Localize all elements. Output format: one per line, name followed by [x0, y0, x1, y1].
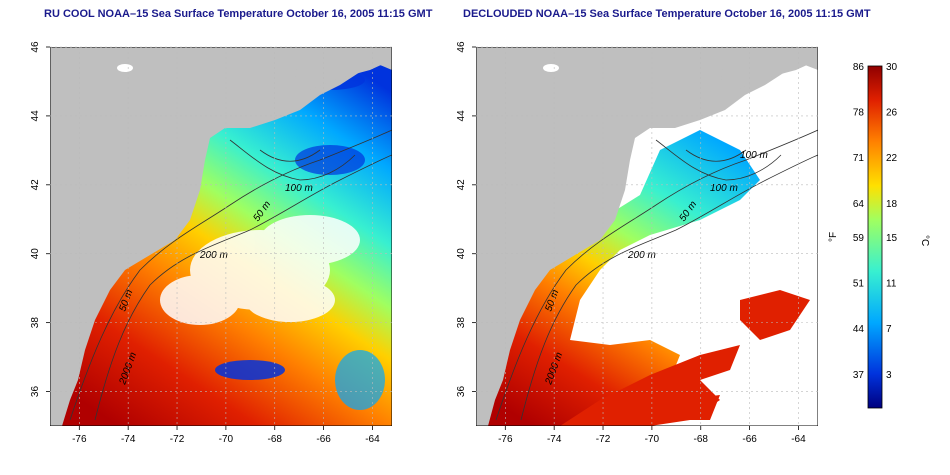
right-y-tick-label: 36 [456, 386, 467, 398]
right-y-tick-label: 38 [456, 317, 467, 329]
left-contour-label-200m: 200 m [199, 250, 228, 261]
left-lat-lon-grid [50, 46, 392, 426]
left-x-tick-label: -66 [316, 434, 331, 445]
right-y-tick-label: 44 [456, 110, 467, 122]
colorbar-celsius-tick-label: 7 [886, 324, 892, 335]
colorbar-celsius-tick-label: 11 [886, 279, 897, 290]
left-y-tick-label: 38 [30, 317, 41, 329]
left-x-tick-label: -70 [219, 434, 234, 445]
right-x-tick-label: -68 [694, 434, 709, 445]
right-sst-coastal-band [476, 130, 760, 426]
right-x-tick-label: -72 [596, 434, 611, 445]
colorbar-gradient [867, 65, 883, 409]
right-x-tick-label: -66 [742, 434, 757, 445]
left-y-tick-label: 46 [30, 41, 41, 53]
colorbar-celsius-tick-label: 26 [886, 108, 898, 119]
right-contour-label-100m: 100 m [710, 183, 738, 194]
colorbar-fahrenheit-tick-label: 44 [853, 324, 865, 335]
left-y-tick-label: 40 [30, 248, 41, 260]
left-x-tick-label: -68 [268, 434, 283, 445]
left-x-tick-label: -72 [170, 434, 185, 445]
right-x-tick-label: -70 [645, 434, 660, 445]
right-land-nova-scotia [721, 47, 818, 90]
colorbar-fahrenheit-unit: °F [828, 232, 839, 242]
left-lake [117, 64, 133, 72]
right-axes: -76 -74 -72 -70 -68 -66 -64 46 44 42 40 38 36 [456, 41, 806, 445]
right-x-tick-label: -74 [547, 434, 562, 445]
left-y-tick-label: 36 [30, 386, 41, 398]
left-panel-title: RU COOL NOAA–15 Sea Surface Temperature … [44, 8, 433, 20]
colorbar-fahrenheit-tick-label: 59 [853, 233, 865, 244]
left-x-tick-label: -64 [365, 434, 380, 445]
right-sst-east-red [740, 290, 810, 340]
colorbar-celsius-unit: °C [919, 235, 930, 246]
left-cloud-patches [160, 215, 360, 325]
right-land [476, 47, 818, 426]
left-contour-label-100m: 100 m [285, 183, 313, 194]
right-x-tick-label: -64 [791, 434, 806, 445]
left-land [50, 47, 392, 426]
colorbar-celsius-tick-label: 15 [886, 233, 898, 244]
colorbar-celsius-tick-label: 30 [886, 62, 898, 73]
left-x-tick-label: -76 [72, 434, 87, 445]
right-lake [543, 64, 559, 72]
right-y-tick-label: 46 [456, 41, 467, 53]
colorbar-fahrenheit-tick-label: 64 [853, 199, 865, 210]
left-x-tick-label: -74 [121, 434, 136, 445]
colorbar-fahrenheit-tick-label: 37 [853, 370, 865, 381]
colorbar-fahrenheit-tick-label: 78 [853, 108, 865, 119]
right-sst-east-red-2 [680, 395, 720, 420]
right-contour-label-200m: 200 m [627, 250, 656, 261]
right-lat-lon-grid [476, 46, 818, 426]
right-contour-label-100m-upper: 100 m [740, 150, 768, 161]
right-sst-map: 100 m 100 m 50 m 200 m 50 m 2000 m -76 -7… [456, 41, 818, 445]
right-y-tick-label: 42 [456, 179, 467, 191]
colorbar: °F °C 30 86 26 78 22 71 18 64 15 59 11 51 7 44 3 37 [828, 62, 930, 409]
colorbar-fahrenheit-tick-label: 51 [853, 279, 865, 290]
right-y-tick-label: 40 [456, 248, 467, 260]
left-land-nova-scotia [295, 47, 392, 90]
right-panel-title: DECLOUDED NOAA–15 Sea Surface Temperatur… [463, 8, 871, 20]
right-bathymetry-contours [495, 129, 818, 421]
colorbar-ticks: 30 86 26 78 22 71 18 64 15 59 11 51 7 44 3 37 [853, 62, 898, 381]
colorbar-celsius-tick-label: 18 [886, 199, 898, 210]
colorbar-fahrenheit-tick-label: 71 [853, 153, 865, 164]
left-y-tick-label: 42 [30, 179, 41, 191]
colorbar-celsius-tick-label: 22 [886, 153, 898, 164]
left-sst-map: 100 m 50 m 200 m 50 m 2000 m -76 -74 -72 -7… [30, 41, 392, 445]
left-y-tick-label: 44 [30, 110, 41, 122]
left-axes: -76 -74 -72 -70 -68 -66 -64 46 44 42 40 38 36 [30, 41, 380, 445]
colorbar-fahrenheit-tick-label: 86 [853, 62, 865, 73]
colorbar-celsius-tick-label: 3 [886, 370, 892, 381]
right-x-tick-label: -76 [498, 434, 513, 445]
left-bathymetry-contours [69, 129, 392, 421]
